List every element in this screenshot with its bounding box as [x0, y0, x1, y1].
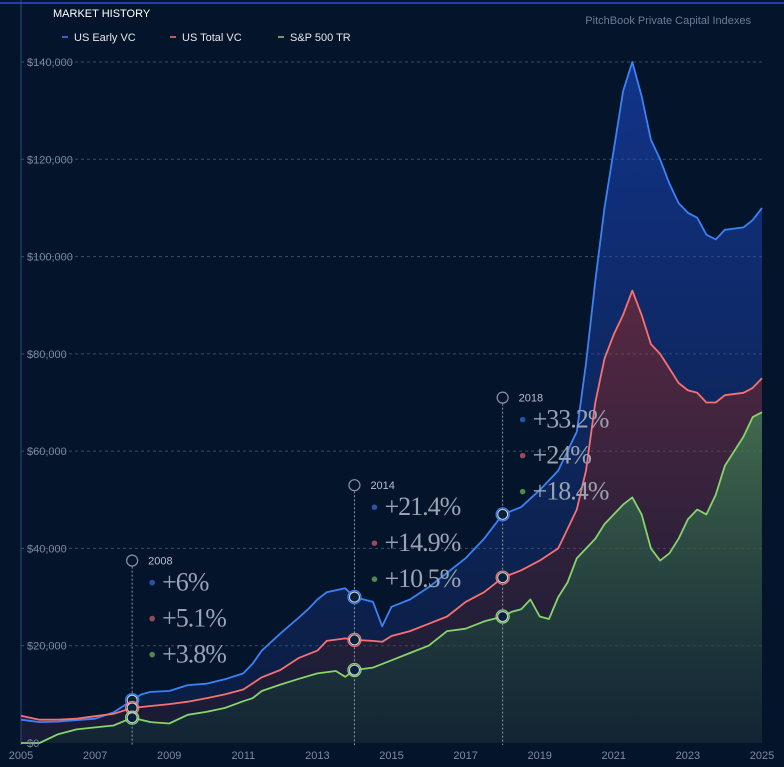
annotation-dot [371, 504, 378, 510]
x-tick-label: 2009 [157, 750, 181, 762]
x-tick-label: 2019 [527, 750, 551, 762]
annotations: 2008+6%+5.1%+3.8%2014+21.4%+14.9%+10.5%2… [124, 391, 610, 745]
chart-title: MARKET HISTORY [53, 8, 151, 20]
x-tick-label: 2023 [676, 750, 700, 762]
y-tick-label: $140,000 [27, 57, 73, 69]
annotation-value: +10.5% [384, 564, 460, 593]
legend: US Early VC US Total VC S&P 500 TR [62, 32, 351, 44]
series-line-us-total-vc [20, 289, 763, 721]
annotation-2018: 2018+33.2% +24% +18.4% [495, 391, 610, 745]
annotation-marker-inner [497, 610, 509, 623]
y-tick-label: $100,000 [27, 252, 73, 264]
y-tick-label: $20,000 [27, 641, 67, 653]
annotation-marker [347, 632, 362, 648]
x-axis-ticks: 2005 2007 2009 2011 2013 2015 2017 2019 2021 2023… [9, 750, 774, 762]
x-tick-label: 2011 [231, 750, 255, 762]
annotation-dot [149, 579, 155, 586]
annotation-value: +6% [162, 568, 209, 597]
annotation-marker [495, 507, 510, 522]
x-tick-label: 2007 [83, 750, 107, 762]
legend-item-us-early-vc[interactable]: US Early VC [62, 32, 136, 44]
y-tick-label: $0 [27, 738, 39, 750]
annotation-dot [519, 452, 526, 459]
annotation-year: 2018 [519, 393, 543, 405]
annotation-value: +3.8% [162, 640, 226, 669]
annotation-year: 2008 [148, 556, 172, 568]
y-axis-ticks: $0 $20,000 $40,000 $60,000 $80,000 $100,000 $1… [27, 57, 73, 750]
y-tick-label: $120,000 [27, 154, 73, 166]
annotation-marker [495, 609, 510, 624]
annotation-value: +24% [533, 441, 592, 470]
annotation-value: +14.9% [384, 528, 460, 557]
area-us-total-vc [21, 290, 762, 743]
annotation-dot [519, 416, 526, 423]
annotation-value: +33.2% [533, 405, 609, 434]
legend-label: US Total VC [182, 32, 242, 44]
annotation-marker [347, 589, 362, 605]
annotation-marker [495, 570, 510, 585]
x-tick-label: 2017 [453, 750, 477, 762]
annotation-dot [149, 615, 155, 622]
series-lines [20, 61, 763, 744]
area-s-p-500-tr [21, 412, 762, 743]
annotation-2014: 2014+21.4% +14.9% +10.5% [347, 479, 462, 745]
annotation-handle[interactable] [126, 554, 139, 567]
annotation-dot [371, 540, 378, 546]
annotation-marker-inner [497, 508, 509, 520]
annotation-marker [347, 662, 362, 678]
x-tick-label: 2025 [750, 750, 774, 762]
annotation-marker-inner [348, 591, 361, 603]
annotation-value: +21.4% [384, 492, 460, 521]
annotation-value: +5.1% [162, 604, 226, 633]
y-tick-label: $80,000 [27, 349, 67, 361]
annotation-dot [149, 651, 155, 658]
annotation-marker-inner [126, 712, 138, 724]
annotation-dot [371, 576, 378, 582]
x-tick-label: 2005 [9, 750, 33, 762]
y-tick-label: $60,000 [27, 446, 67, 458]
annotation-dot [519, 488, 526, 495]
annotation-handle[interactable] [496, 391, 509, 404]
annotation-marker-inner [348, 634, 361, 646]
x-tick-label: 2021 [602, 750, 626, 762]
legend-label: S&P 500 TR [290, 32, 351, 44]
legend-item-sp500-tr[interactable]: S&P 500 TR [278, 32, 351, 44]
annotation-year: 2014 [370, 480, 394, 492]
x-tick-label: 2013 [305, 750, 329, 762]
annotation-marker-inner [497, 572, 509, 584]
annotation-value: +18.4% [533, 477, 609, 506]
series-line-s-p-500-tr [21, 411, 763, 744]
annotation-handle[interactable] [348, 479, 361, 492]
series-line-us-early-vc [20, 61, 763, 723]
source-label: PitchBook Private Capital Indexes [585, 15, 751, 27]
legend-label: US Early VC [74, 32, 136, 44]
annotation-2008: 2008+6% +5.1% +3.8% [124, 554, 227, 745]
area-fills [21, 62, 762, 743]
x-tick-label: 2015 [379, 750, 403, 762]
annotation-marker-inner [348, 664, 361, 676]
legend-item-us-total-vc[interactable]: US Total VC [170, 32, 242, 44]
annotation-marker [124, 710, 140, 725]
y-tick-label: $40,000 [27, 543, 67, 555]
